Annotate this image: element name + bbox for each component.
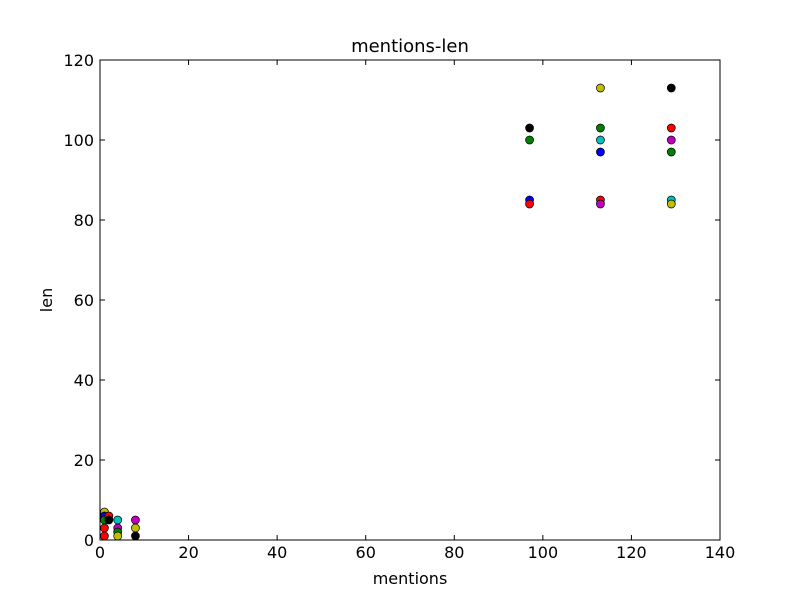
data-point xyxy=(100,532,108,540)
data-point xyxy=(667,136,675,144)
x-axis-label: mentions xyxy=(373,569,448,588)
data-point xyxy=(667,148,675,156)
data-point xyxy=(596,136,604,144)
data-point xyxy=(131,524,139,532)
y-axis-label: len xyxy=(37,288,56,312)
data-point xyxy=(114,516,122,524)
data-point xyxy=(667,124,675,132)
x-tick-label: 80 xyxy=(444,543,464,562)
y-tick-label: 120 xyxy=(63,51,94,70)
x-tick-label: 140 xyxy=(705,543,736,562)
x-tick-label: 60 xyxy=(356,543,376,562)
data-point xyxy=(114,532,122,540)
data-point xyxy=(131,532,139,540)
x-tick-label: 120 xyxy=(616,543,647,562)
y-tick-label: 100 xyxy=(63,131,94,150)
data-point xyxy=(667,84,675,92)
data-point xyxy=(526,124,534,132)
y-tick-label: 80 xyxy=(74,211,94,230)
x-tick-label: 40 xyxy=(267,543,287,562)
data-point xyxy=(596,148,604,156)
y-tick-label: 0 xyxy=(84,531,94,550)
data-point xyxy=(100,524,108,532)
data-point xyxy=(596,200,604,208)
y-tick-label: 20 xyxy=(74,451,94,470)
data-point xyxy=(526,136,534,144)
data-point xyxy=(596,124,604,132)
data-point xyxy=(131,516,139,524)
chart-title: mentions-len xyxy=(351,36,469,57)
y-tick-label: 60 xyxy=(74,291,94,310)
y-tick-label: 40 xyxy=(74,371,94,390)
x-tick-label: 100 xyxy=(528,543,559,562)
x-tick-label: 20 xyxy=(178,543,198,562)
data-point xyxy=(596,84,604,92)
data-point xyxy=(526,200,534,208)
x-tick-label: 0 xyxy=(95,543,105,562)
data-point xyxy=(667,200,675,208)
data-point xyxy=(105,516,113,524)
